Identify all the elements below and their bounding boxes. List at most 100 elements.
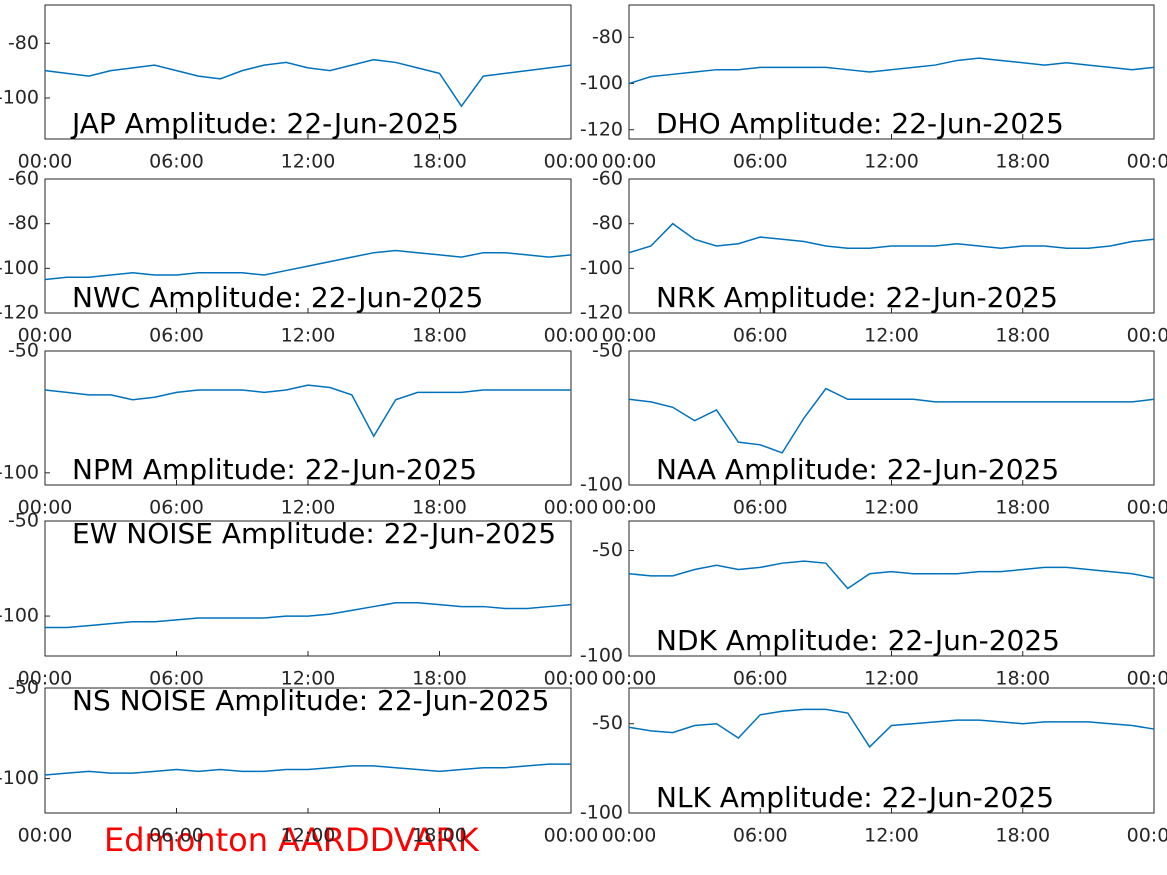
axes-box bbox=[628, 520, 1155, 657]
y-tick-label: -100 bbox=[0, 461, 39, 483]
x-tick-label: 18:00 bbox=[412, 151, 467, 173]
panel-title: NS NOISE Amplitude: 22-Jun-2025 bbox=[72, 684, 549, 717]
y-tick-label: -50 bbox=[592, 712, 623, 734]
data-line bbox=[44, 763, 571, 776]
axes-box bbox=[44, 687, 572, 814]
x-tick-label: 00:00 bbox=[544, 668, 599, 690]
x-tick-label: 12:00 bbox=[281, 325, 336, 347]
x-tick-label: 18:00 bbox=[995, 325, 1050, 347]
x-tick-label: 00:00 bbox=[1127, 151, 1167, 173]
x-tick-label: 12:00 bbox=[864, 497, 919, 519]
x-tick-label: 18:00 bbox=[412, 497, 467, 519]
x-tick-label: 00:00 bbox=[602, 668, 657, 690]
panel-title: NLK Amplitude: 22-Jun-2025 bbox=[656, 781, 1054, 814]
x-tick-label: 12:00 bbox=[864, 151, 919, 173]
x-tick-label: 18:00 bbox=[995, 151, 1050, 173]
y-tick-label: -100 bbox=[0, 257, 39, 279]
x-tick-label: 06:00 bbox=[149, 825, 204, 847]
panel-title: NAA Amplitude: 22-Jun-2025 bbox=[656, 453, 1059, 486]
panel-title: NPM Amplitude: 22-Jun-2025 bbox=[72, 453, 477, 486]
y-tick-label: -50 bbox=[8, 340, 39, 362]
data-line bbox=[44, 58, 572, 108]
data-line bbox=[44, 384, 571, 438]
y-tick-label: -100 bbox=[580, 72, 623, 94]
x-tick-label: 18:00 bbox=[995, 825, 1050, 847]
x-tick-label: 00:00 bbox=[1127, 825, 1167, 847]
x-tick-label: 12:00 bbox=[864, 825, 919, 847]
x-tick-label: 06:00 bbox=[733, 668, 788, 690]
x-tick-label: 06:00 bbox=[733, 325, 788, 347]
x-tick-label: 18:00 bbox=[995, 497, 1050, 519]
panel-title: NDK Amplitude: 22-Jun-2025 bbox=[656, 624, 1060, 657]
x-tick-label: 00:00 bbox=[1127, 668, 1167, 690]
x-tick-label: 00:00 bbox=[544, 325, 599, 347]
panel-title: EW NOISE Amplitude: 22-Jun-2025 bbox=[72, 517, 556, 550]
data-line bbox=[628, 222, 1155, 254]
y-tick-label: -80 bbox=[592, 212, 623, 234]
x-tick-label: 12:00 bbox=[281, 825, 336, 847]
x-tick-label: 06:00 bbox=[149, 151, 204, 173]
x-tick-label: 06:00 bbox=[149, 668, 204, 690]
x-tick-label: 00:00 bbox=[602, 825, 657, 847]
y-tick-label: -100 bbox=[0, 767, 39, 789]
x-tick-label: 06:00 bbox=[733, 497, 788, 519]
panel-title: NWC Amplitude: 22-Jun-2025 bbox=[72, 281, 483, 314]
x-tick-label: 00:00 bbox=[18, 668, 73, 690]
data-line bbox=[44, 249, 572, 281]
axes-box bbox=[44, 178, 572, 314]
x-tick-label: 00:00 bbox=[1127, 497, 1167, 519]
x-tick-label: 00:00 bbox=[1127, 325, 1167, 347]
x-tick-label: 00:00 bbox=[602, 497, 657, 519]
x-tick-label: 06:00 bbox=[733, 825, 788, 847]
axes-box bbox=[44, 4, 572, 140]
y-tick-label: -100 bbox=[0, 605, 39, 627]
x-tick-label: 00:00 bbox=[544, 151, 599, 173]
x-tick-label: 06:00 bbox=[149, 325, 204, 347]
y-tick-label: -50 bbox=[8, 510, 39, 532]
axes-box bbox=[44, 350, 572, 486]
x-tick-label: 00:00 bbox=[18, 497, 73, 519]
x-tick-label: 18:00 bbox=[412, 668, 467, 690]
y-tick-label: -80 bbox=[8, 32, 39, 54]
x-tick-label: 00:00 bbox=[602, 151, 657, 173]
y-tick-label: -100 bbox=[580, 802, 623, 824]
x-tick-label: 18:00 bbox=[412, 825, 467, 847]
panel-title: NRK Amplitude: 22-Jun-2025 bbox=[656, 281, 1058, 314]
axes-box bbox=[628, 350, 1155, 486]
y-tick-label: -80 bbox=[8, 212, 39, 234]
y-tick-label: -100 bbox=[580, 645, 623, 667]
x-tick-label: 00:00 bbox=[18, 825, 73, 847]
y-tick-label: -120 bbox=[0, 302, 39, 324]
y-tick-label: -60 bbox=[592, 168, 623, 190]
x-tick-label: 00:00 bbox=[544, 497, 599, 519]
y-tick-label: -100 bbox=[580, 257, 623, 279]
x-tick-label: 12:00 bbox=[281, 497, 336, 519]
x-tick-label: 06:00 bbox=[733, 151, 788, 173]
x-tick-label: 12:00 bbox=[281, 151, 336, 173]
y-tick-label: -120 bbox=[580, 302, 623, 324]
y-tick-label: -50 bbox=[592, 539, 623, 561]
axes-box bbox=[628, 687, 1155, 814]
y-tick-label: -120 bbox=[580, 118, 623, 140]
caption: Edmonton AARDDVARK bbox=[104, 821, 480, 859]
x-tick-label: 00:00 bbox=[602, 325, 657, 347]
data-line bbox=[628, 387, 1155, 454]
x-tick-label: 12:00 bbox=[281, 668, 336, 690]
x-tick-label: 00:00 bbox=[18, 151, 73, 173]
x-tick-label: 18:00 bbox=[995, 668, 1050, 690]
x-tick-label: 00:00 bbox=[18, 325, 73, 347]
y-tick-label: -60 bbox=[8, 168, 39, 190]
y-tick-label: -100 bbox=[580, 474, 623, 496]
x-tick-label: 18:00 bbox=[412, 325, 467, 347]
x-tick-label: 12:00 bbox=[864, 325, 919, 347]
data-line bbox=[628, 560, 1155, 590]
data-line bbox=[628, 708, 1155, 749]
panel-title: DHO Amplitude: 22-Jun-2025 bbox=[656, 107, 1064, 140]
y-tick-label: -50 bbox=[592, 340, 623, 362]
y-tick-label: -100 bbox=[0, 86, 39, 108]
x-tick-label: 00:00 bbox=[544, 825, 599, 847]
data-line bbox=[628, 57, 1155, 85]
x-tick-label: 12:00 bbox=[864, 668, 919, 690]
y-tick-label: -80 bbox=[592, 26, 623, 48]
